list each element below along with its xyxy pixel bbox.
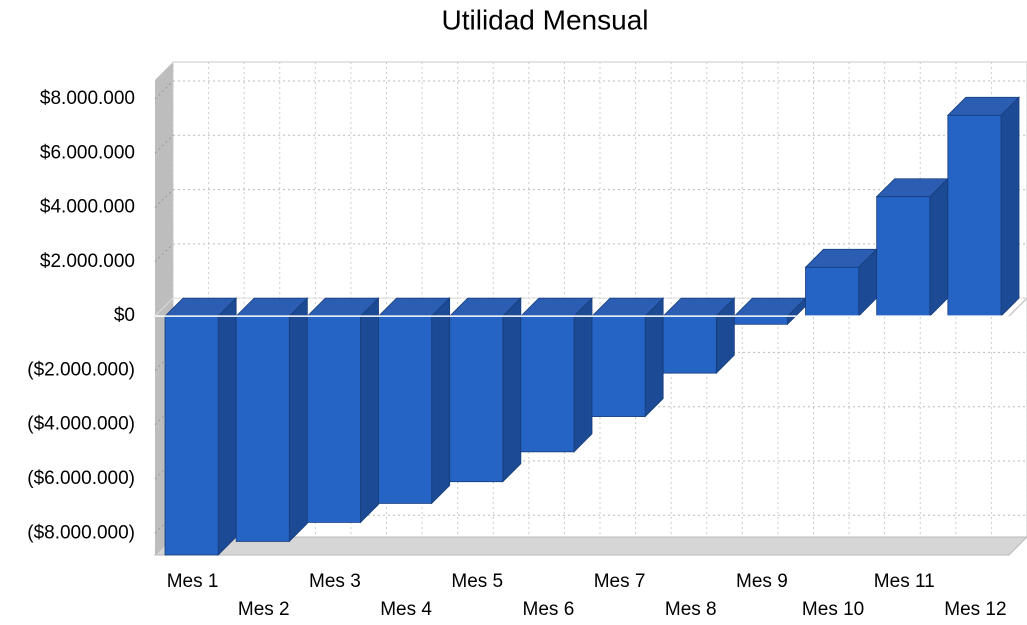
bar-face — [217, 297, 237, 556]
bar-face — [288, 297, 308, 543]
bar-face — [378, 315, 433, 504]
bar-face — [360, 297, 379, 524]
bar-face — [947, 114, 1002, 317]
y-tick-label: ($2.000.000) — [27, 359, 135, 380]
x-tick-label: Mes 3 — [309, 571, 361, 592]
bar-face — [662, 315, 717, 374]
x-tick-label: Mes 6 — [523, 599, 575, 620]
bar — [377, 297, 451, 505]
bar — [448, 297, 522, 483]
bar-face — [573, 297, 593, 453]
bar-face — [502, 297, 522, 483]
bar — [946, 96, 1020, 318]
x-tick-label: Mes 9 — [736, 571, 788, 592]
grid-line-side — [154, 134, 174, 154]
bar-face — [164, 315, 219, 556]
bar — [591, 297, 665, 418]
zero-line-end — [1008, 297, 1027, 317]
y-tick-label: ($4.000.000) — [27, 414, 135, 435]
bar — [235, 297, 309, 543]
bar — [875, 177, 949, 318]
bar-face — [449, 315, 504, 483]
y-tick-label: $6.000.000 — [40, 142, 135, 163]
grid-line-side — [154, 80, 174, 100]
x-tick-label: Mes 2 — [238, 599, 290, 620]
grid-line-side — [154, 243, 174, 263]
chart-title: Utilidad Mensual — [442, 4, 649, 35]
x-tick-label: Mes 10 — [802, 599, 864, 620]
bar — [306, 297, 380, 524]
bar-face — [235, 315, 290, 542]
y-tick-label: $4.000.000 — [40, 197, 135, 218]
bar-face — [733, 315, 788, 325]
bar — [662, 297, 736, 375]
y-tick-label: ($6.000.000) — [27, 468, 135, 489]
x-tick-label: Mes 8 — [665, 599, 717, 620]
y-tick-label: ($8.000.000) — [27, 522, 135, 543]
bar-face — [1000, 96, 1020, 318]
x-tick-label: Mes 12 — [944, 599, 1006, 620]
bar-face — [876, 196, 931, 317]
bar — [164, 297, 238, 556]
y-tick-label: $2.000.000 — [40, 251, 135, 272]
x-tick-label: Mes 4 — [380, 599, 432, 620]
x-tick-label: Mes 5 — [451, 571, 503, 592]
bar-face — [431, 297, 451, 505]
bar-face — [306, 315, 361, 523]
x-tick-label: Mes 1 — [167, 571, 219, 592]
bar — [519, 297, 593, 453]
y-tick-label: $8.000.000 — [40, 88, 135, 109]
x-tick-label: Mes 11 — [874, 571, 935, 592]
grid-line-side — [154, 189, 174, 208]
bar — [804, 248, 878, 318]
x-tick-label: Mes 7 — [594, 571, 646, 592]
bar-face — [591, 315, 646, 417]
bar-face — [929, 177, 949, 318]
bar-face — [520, 315, 575, 453]
bar-face — [805, 266, 860, 317]
y-tick-label: $0 — [114, 305, 135, 326]
